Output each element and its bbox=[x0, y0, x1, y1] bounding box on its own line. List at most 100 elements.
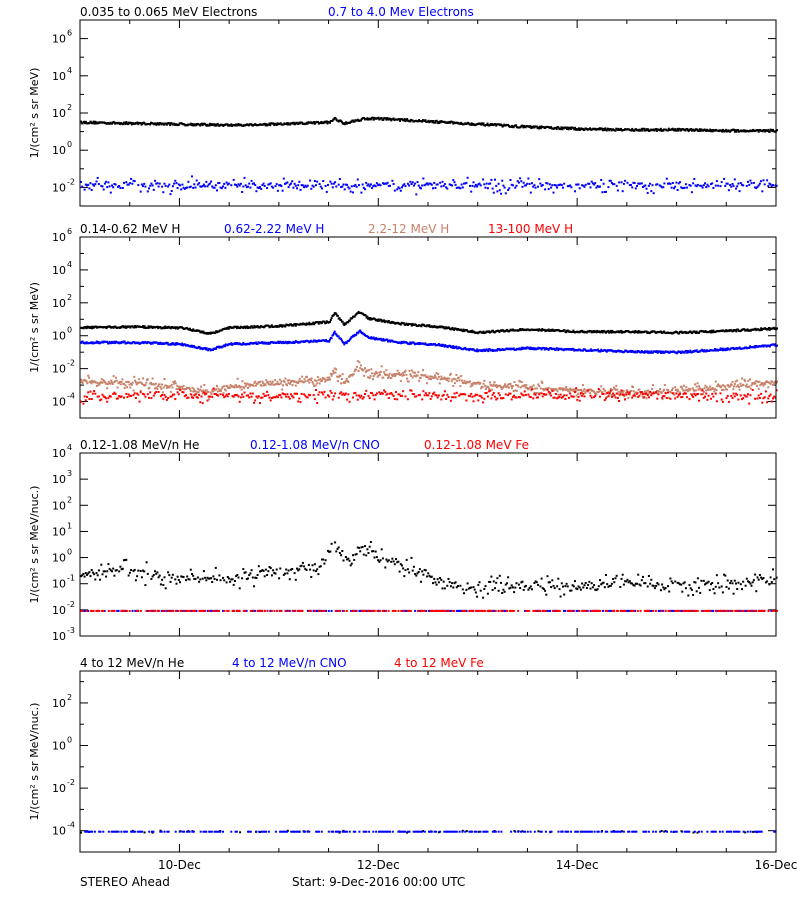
data-point bbox=[85, 380, 88, 383]
data-point bbox=[324, 380, 327, 383]
data-point bbox=[745, 329, 748, 332]
data-point bbox=[376, 375, 379, 378]
data-point bbox=[235, 327, 238, 330]
data-point bbox=[548, 183, 551, 186]
data-point bbox=[609, 179, 612, 182]
data-point bbox=[650, 190, 653, 193]
data-point bbox=[665, 177, 668, 180]
data-point bbox=[290, 323, 292, 326]
data-point bbox=[265, 123, 268, 126]
data-point bbox=[547, 348, 550, 351]
data-point bbox=[731, 183, 734, 185]
data-point bbox=[579, 392, 582, 395]
data-point bbox=[619, 393, 622, 396]
data-point bbox=[533, 126, 536, 129]
data-point bbox=[303, 393, 306, 396]
data-point bbox=[607, 395, 610, 398]
data-point bbox=[360, 368, 363, 371]
data-point bbox=[485, 124, 488, 126]
data-point bbox=[169, 385, 172, 388]
data-point bbox=[356, 178, 359, 181]
data-point bbox=[714, 348, 716, 351]
data-point bbox=[566, 126, 569, 129]
data-point bbox=[313, 323, 316, 326]
data-point bbox=[410, 323, 413, 326]
data-point bbox=[261, 569, 264, 572]
data-point bbox=[455, 186, 458, 189]
data-point bbox=[87, 391, 90, 394]
data-point bbox=[241, 191, 244, 193]
data-point bbox=[121, 567, 124, 570]
data-point bbox=[98, 383, 101, 386]
data-point bbox=[488, 381, 491, 384]
data-point bbox=[91, 327, 94, 330]
data-point bbox=[678, 332, 681, 335]
data-point bbox=[252, 326, 255, 329]
data-point bbox=[199, 578, 202, 581]
data-point bbox=[516, 180, 519, 183]
data-point bbox=[482, 330, 485, 333]
data-point bbox=[750, 182, 753, 185]
data-point bbox=[354, 314, 357, 317]
data-point bbox=[144, 395, 147, 398]
data-point bbox=[446, 377, 449, 380]
data-point bbox=[695, 385, 698, 388]
data-point bbox=[221, 386, 224, 388]
data-point bbox=[127, 574, 130, 577]
data-point bbox=[756, 397, 759, 400]
data-point bbox=[499, 384, 502, 387]
data-point bbox=[498, 189, 501, 192]
data-point bbox=[426, 375, 429, 378]
data-point bbox=[705, 350, 708, 353]
data-point bbox=[268, 396, 271, 399]
data-point bbox=[631, 127, 634, 130]
data-point bbox=[337, 376, 340, 379]
data-point bbox=[375, 371, 378, 374]
data-point bbox=[229, 124, 232, 127]
data-point bbox=[760, 327, 763, 330]
data-point bbox=[627, 396, 630, 399]
data-point bbox=[353, 558, 356, 561]
data-point bbox=[473, 394, 476, 397]
data-point bbox=[380, 117, 383, 120]
data-point bbox=[150, 397, 153, 400]
data-point bbox=[130, 123, 133, 126]
data-point bbox=[194, 393, 197, 396]
data-point bbox=[240, 388, 243, 391]
data-point bbox=[564, 398, 567, 400]
data-point bbox=[317, 376, 319, 379]
data-point bbox=[340, 120, 343, 123]
data-point bbox=[768, 345, 771, 348]
data-point bbox=[737, 328, 739, 331]
data-point bbox=[259, 326, 261, 329]
data-point bbox=[369, 183, 372, 186]
data-point bbox=[485, 391, 488, 394]
data-point bbox=[125, 326, 128, 329]
data-point bbox=[737, 386, 740, 388]
data-point bbox=[663, 330, 665, 333]
data-point bbox=[621, 190, 624, 193]
data-point bbox=[550, 329, 553, 332]
data-point bbox=[670, 391, 673, 394]
data-point bbox=[380, 548, 383, 551]
data-point bbox=[128, 571, 131, 574]
data-point bbox=[350, 185, 353, 188]
data-point bbox=[768, 182, 771, 185]
data-point bbox=[255, 341, 257, 344]
data-point bbox=[748, 402, 751, 405]
data-point bbox=[117, 185, 119, 188]
data-point bbox=[347, 186, 350, 189]
y-tick-label: 10 bbox=[52, 499, 66, 512]
data-point bbox=[377, 184, 380, 187]
data-point bbox=[733, 395, 736, 398]
data-point bbox=[206, 185, 209, 188]
data-point bbox=[686, 396, 689, 399]
data-point bbox=[344, 121, 347, 124]
data-point bbox=[396, 369, 399, 372]
data-point bbox=[736, 185, 739, 188]
data-point bbox=[474, 183, 477, 186]
data-point bbox=[127, 393, 130, 396]
data-point bbox=[187, 396, 190, 399]
data-point bbox=[207, 577, 210, 580]
data-point bbox=[770, 400, 773, 403]
